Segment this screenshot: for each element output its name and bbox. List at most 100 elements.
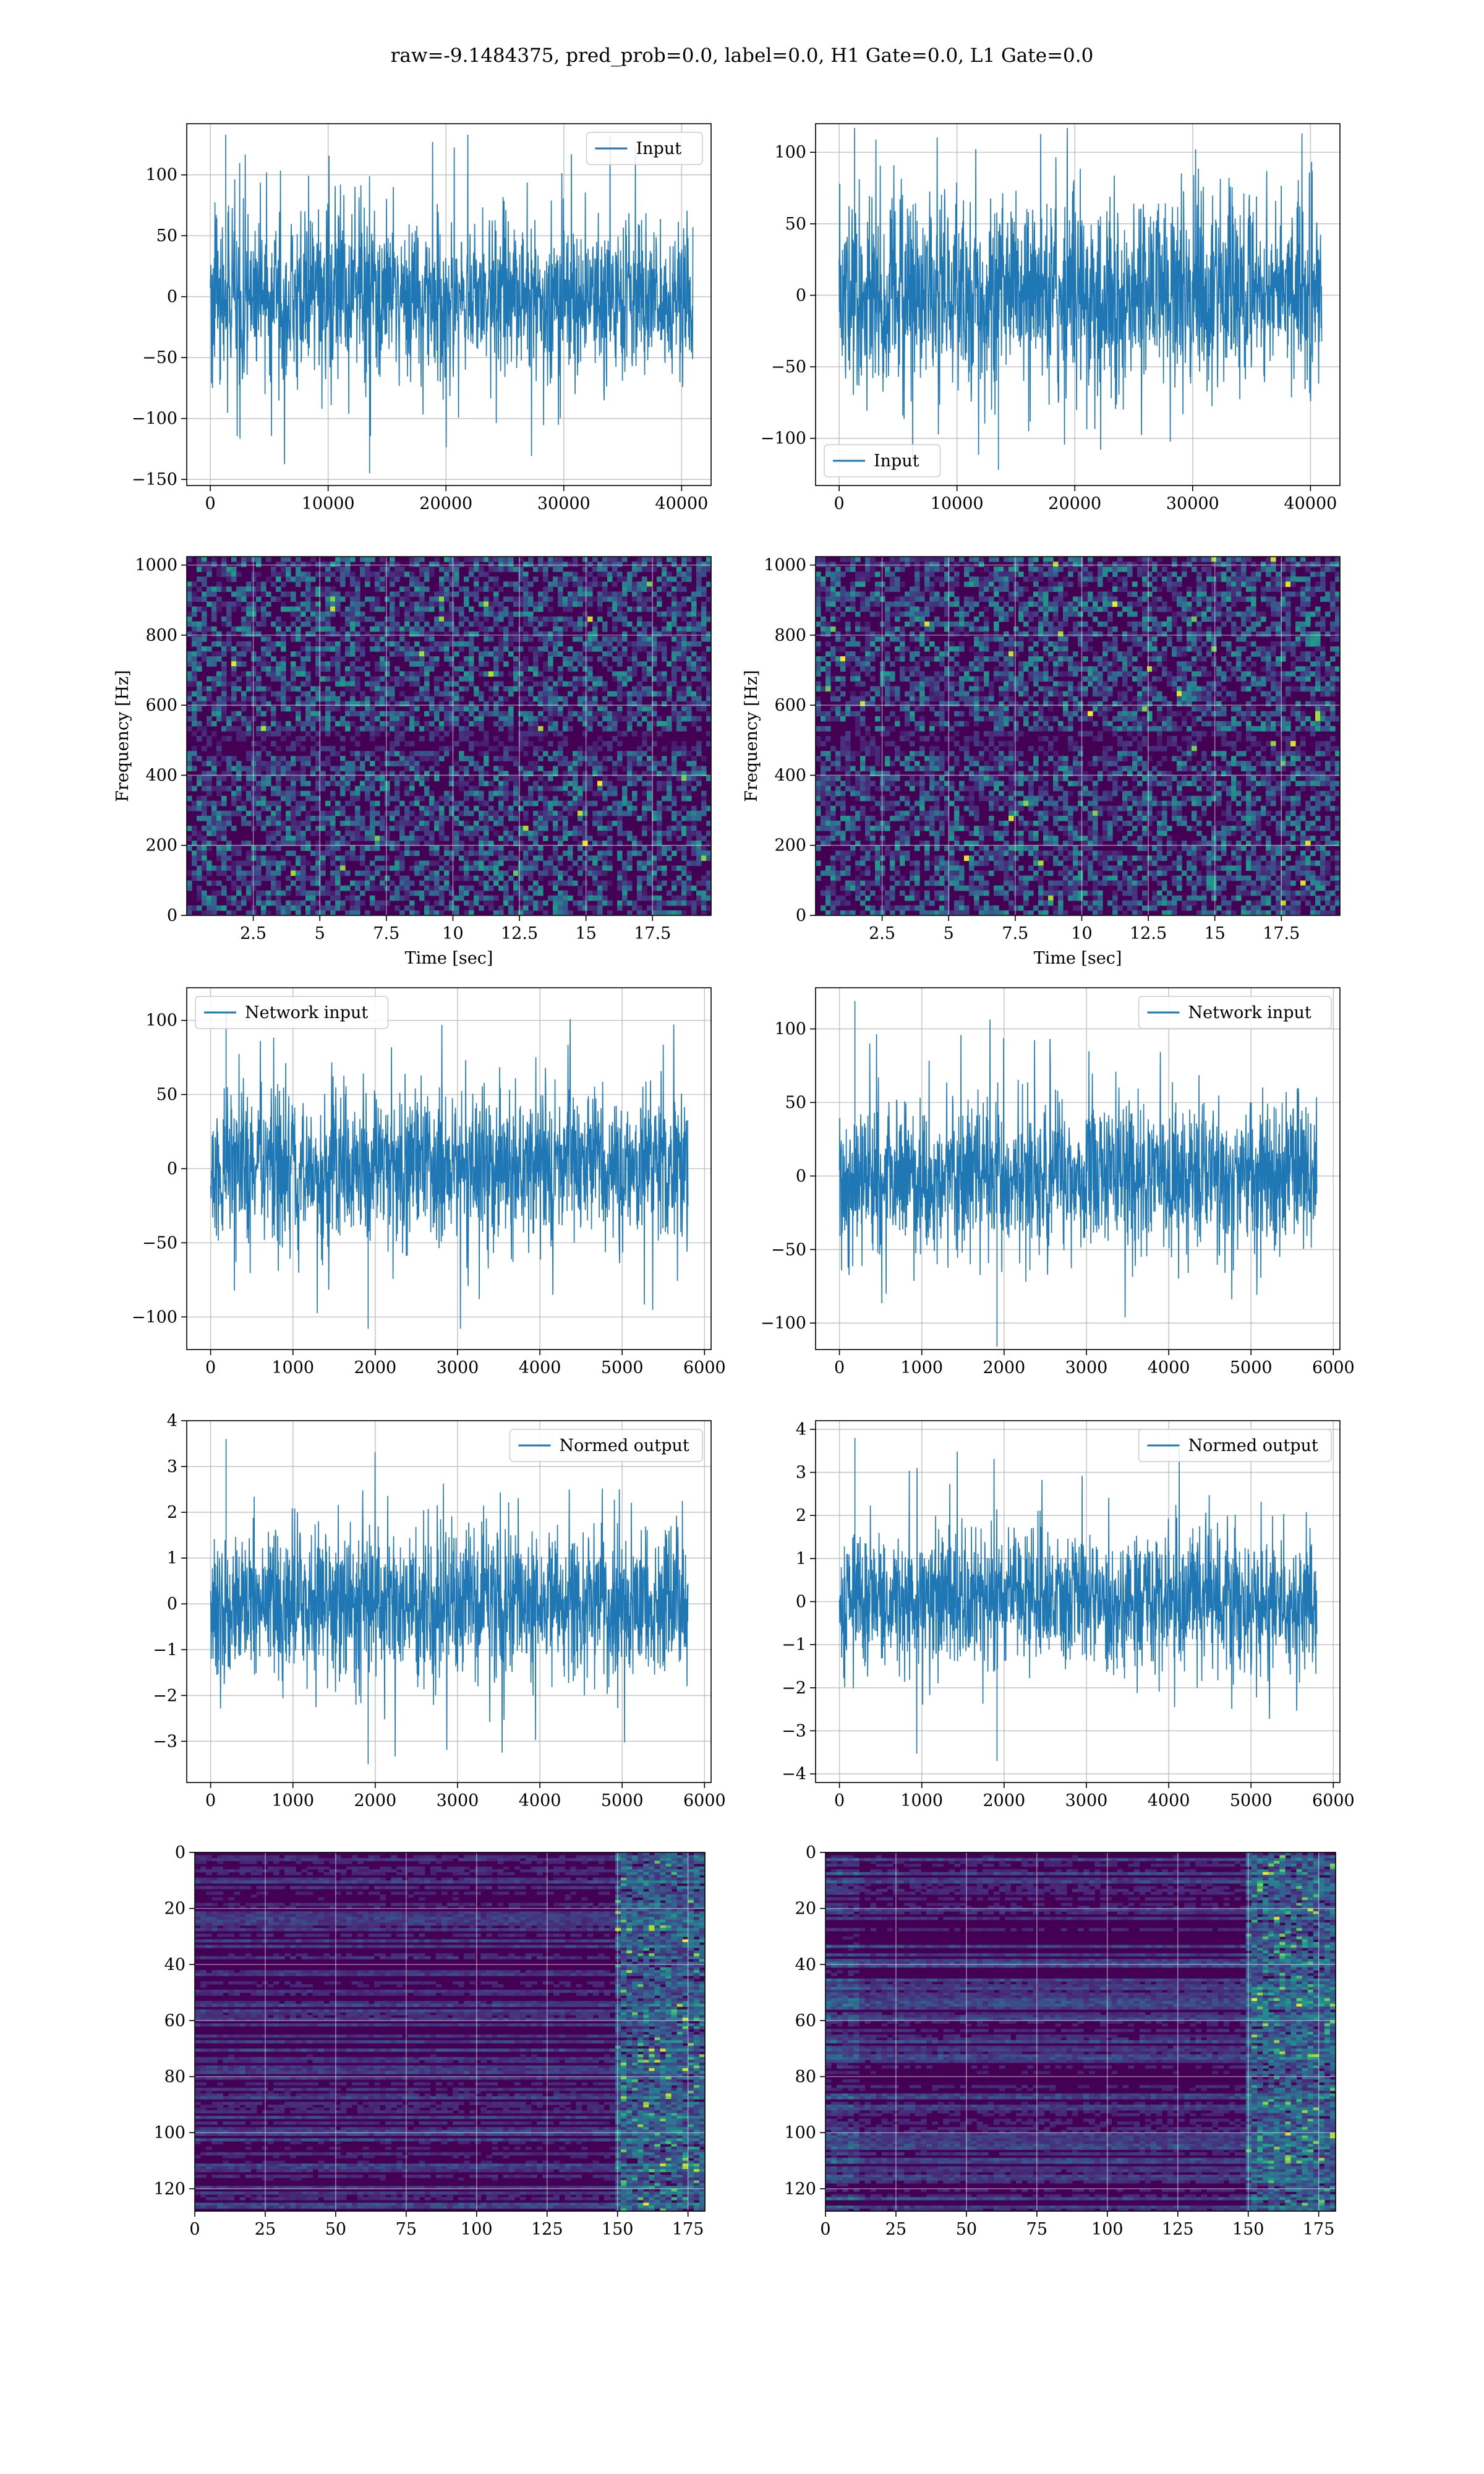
heatmap-cell [439,606,445,612]
heatmap-cell [197,576,202,582]
heatmap-cell [419,795,425,802]
heatmap-cell [370,831,375,836]
heatmap-cell [518,795,524,802]
heatmap-cell [207,626,212,632]
heatmap-cell [340,656,346,662]
heatmap-cell [637,841,642,846]
heatmap-cell [429,860,435,867]
heatmap-cell [409,601,415,607]
heatmap-cell [647,641,652,647]
heatmap-cell [197,557,202,562]
heatmap-cell [301,736,306,742]
heatmap-cell [1315,557,1321,562]
heatmap-cell [701,666,707,672]
heatmap-cell [578,701,583,707]
heatmap-cell [488,810,494,816]
heatmap-cell [207,686,212,692]
heatmap-cell [607,596,613,602]
heatmap-cell [582,751,588,756]
heatmap-cell [672,850,677,856]
heatmap-cell [568,805,573,811]
heatmap-cell [394,681,400,687]
heatmap-cell [498,626,504,632]
heatmap-cell [691,845,697,851]
heatmap-cell [370,646,375,652]
heatmap-cell [681,586,687,592]
heatmap-cell [533,815,539,821]
heatmap-cell [493,815,499,821]
heatmap-cell [612,711,618,717]
heatmap-cell [350,581,356,587]
heatmap-cell [587,711,593,717]
heatmap-cell [662,586,667,592]
heatmap-cell [380,711,385,717]
heatmap-cell [211,900,217,906]
heatmap-cell [691,621,697,627]
heatmap-cell [365,562,370,567]
heatmap-cell [954,576,960,582]
heatmap-cell [296,870,301,876]
heatmap-cell [568,601,573,607]
heatmap-cell [1276,586,1281,592]
heatmap-cell [459,686,464,692]
heatmap-cell [340,810,346,816]
heatmap-cell [474,766,479,771]
heatmap-cell [1122,567,1128,572]
heatmap-cell [612,766,618,771]
heatmap-cell [335,875,341,881]
heatmap-cell [424,880,430,886]
heatmap-cell [915,581,920,587]
heatmap-cell [390,880,395,886]
heatmap-cell [518,860,524,867]
heatmap-cell [1053,586,1059,592]
heatmap-cell [469,831,474,836]
heatmap-cell [612,557,618,562]
heatmap-cell [587,656,593,662]
heatmap-cell [375,726,380,732]
heatmap-cell [607,701,613,707]
heatmap-cell [667,691,672,697]
heatmap-cell [330,751,336,756]
heatmap-cell [202,781,207,787]
heatmap-cell [637,751,642,756]
heatmap-cell [256,686,262,692]
heatmap-cell [385,800,390,807]
heatmap-cell [409,810,415,816]
heatmap-cell [840,591,846,597]
heatmap-cell [291,746,296,751]
heatmap-cell [934,576,940,582]
heatmap-cell [444,836,450,841]
heatmap-cell [325,621,331,627]
heatmap-cell [291,661,296,667]
heatmap-cell [513,781,519,787]
heatmap-cell [444,850,450,856]
heatmap-cell [652,860,657,867]
heatmap-cell [493,656,499,662]
heatmap-cell [236,586,242,592]
heatmap-cell [568,616,573,622]
heatmap-cell [662,870,667,876]
heatmap-cell [459,666,464,672]
heatmap-cell [192,606,197,612]
heatmap-cell [582,776,588,782]
heatmap-cell [553,771,558,777]
heatmap-cell [508,910,514,916]
heatmap-cell [449,621,454,627]
heatmap-cell [706,696,712,702]
heatmap-cell [850,591,856,597]
heatmap-cell [459,766,464,771]
heatmap-cell [281,631,286,637]
heatmap-cell [187,885,192,891]
heatmap-cell [409,706,415,712]
heatmap-cell [291,741,296,747]
heatmap-cell [291,756,296,761]
heatmap-cell [1281,567,1286,572]
heatmap-cell [256,706,262,712]
heatmap-cell [662,880,667,886]
heatmap-cell [231,656,237,662]
heatmap-cell [944,576,950,582]
heatmap-cell [498,741,504,747]
heatmap-cell [301,721,306,727]
heatmap-cell [276,666,281,672]
heatmap-cell [1216,576,1222,582]
